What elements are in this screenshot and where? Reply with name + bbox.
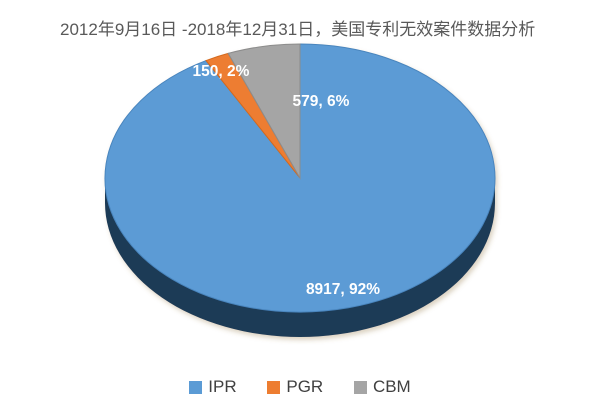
svg-text:579, 6%: 579, 6% <box>293 93 350 110</box>
svg-text:150, 2%: 150, 2% <box>193 63 250 80</box>
svg-text:8917, 92%: 8917, 92% <box>306 281 380 298</box>
